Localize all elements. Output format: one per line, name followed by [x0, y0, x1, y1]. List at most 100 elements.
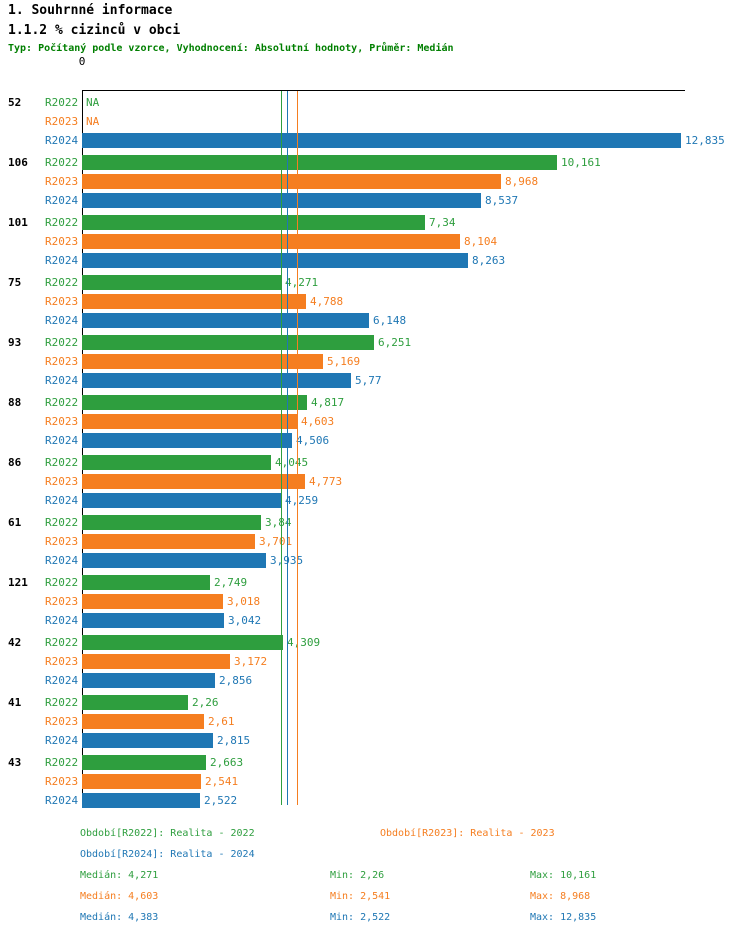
- series-row-label: R2023: [45, 775, 79, 788]
- group-label: 106: [8, 156, 28, 169]
- section-title: 1. Souhrnné informace: [8, 3, 173, 18]
- series-row-label: R2023: [45, 475, 79, 488]
- stat-min-r2022: Min: 2,26: [330, 870, 385, 881]
- group-label: 75: [8, 276, 22, 289]
- stat-median-r2024: Medián: 4,383: [80, 912, 159, 923]
- series-row-label: R2024: [45, 674, 79, 687]
- group-label: 86: [8, 456, 22, 469]
- legend-entry-r2024: Období[R2024]: Realita - 2024: [80, 849, 255, 860]
- series-row-label: R2023: [45, 655, 79, 668]
- group-label: 41: [8, 696, 22, 709]
- bar: [82, 234, 460, 249]
- series-row-label: R2023: [45, 295, 79, 308]
- series-row-label: R2022: [45, 636, 79, 649]
- bar-value-label: 2,815: [217, 734, 251, 747]
- bar-value-label: 4,817: [311, 396, 345, 409]
- bar-value-label: 3,042: [228, 614, 262, 627]
- bar-value-label: 4,309: [287, 636, 321, 649]
- bar-value-label: 8,968: [505, 175, 539, 188]
- bar: [82, 253, 468, 268]
- bar-value-label: 5,169: [327, 355, 361, 368]
- series-row-label: R2023: [45, 715, 79, 728]
- indicator-title: 1.1.2 % cizinců v obci: [8, 23, 181, 38]
- series-row-label: R2024: [45, 434, 79, 447]
- bar: [82, 275, 281, 290]
- series-row-label: R2023: [45, 355, 79, 368]
- series-row-label: R2023: [45, 535, 79, 548]
- bar-value-label: 12,835: [685, 134, 725, 147]
- bar: [82, 493, 281, 508]
- bar: [82, 395, 307, 410]
- bar-value-label: 4,773: [309, 475, 343, 488]
- bar: [82, 755, 206, 770]
- axis-origin-label: 0: [78, 55, 86, 68]
- series-row-label: R2024: [45, 254, 79, 267]
- bar: [82, 294, 306, 309]
- group-label: 88: [8, 396, 22, 409]
- series-row-label: R2022: [45, 696, 79, 709]
- series-row-label: R2024: [45, 134, 79, 147]
- stat-min-r2024: Min: 2,522: [330, 912, 391, 923]
- series-row-label: R2023: [45, 415, 79, 428]
- group-label: 52: [8, 96, 22, 109]
- legend-entry-r2022: Období[R2022]: Realita - 2022: [80, 828, 255, 839]
- group-label: 61: [8, 516, 22, 529]
- bar: [82, 414, 297, 429]
- bar-value-label: 2,749: [214, 576, 248, 589]
- group-label: 43: [8, 756, 22, 769]
- bar-value-label: 2,522: [204, 794, 238, 807]
- bar: [82, 373, 351, 388]
- bar: [82, 155, 557, 170]
- series-row-label: R2022: [45, 96, 79, 109]
- group-label: 121: [8, 576, 28, 589]
- bar-value-label: 3,172: [234, 655, 268, 668]
- bar-value-label: 3,935: [270, 554, 303, 567]
- bar: [82, 534, 255, 549]
- series-row-label: R2022: [45, 276, 79, 289]
- series-row-label: R2022: [45, 396, 79, 409]
- series-row-label: R2022: [45, 756, 79, 769]
- bar-value-label: 6,251: [378, 336, 412, 349]
- stat-median-r2023: Medián: 4,603: [80, 891, 159, 902]
- bar-value-label: 8,263: [472, 254, 506, 267]
- bar-value-label: 4,271: [285, 276, 319, 289]
- series-row-label: R2022: [45, 576, 79, 589]
- legend-entry-r2023: Období[R2023]: Realita - 2023: [380, 828, 555, 839]
- series-row-label: R2024: [45, 314, 79, 327]
- bar-value-label: 2,541: [205, 775, 239, 788]
- bar: [82, 474, 305, 489]
- group-label: 101: [8, 216, 28, 229]
- series-row-label: R2024: [45, 614, 79, 627]
- bar-value-label: 3,84: [265, 516, 292, 529]
- bar-value-label: 7,34: [429, 216, 456, 229]
- series-row-label: R2024: [45, 494, 79, 507]
- series-row-label: R2024: [45, 794, 79, 807]
- bar-value-label: 2,26: [192, 696, 219, 709]
- chart-settings-note: Typ: Počítaný podle vzorce, Vyhodnocení:…: [8, 43, 454, 54]
- bar-value-label: 10,161: [561, 156, 601, 169]
- bar: [82, 515, 261, 530]
- bar-value-label: 6,148: [373, 314, 407, 327]
- stat-max-r2023: Max: 8,968: [530, 891, 591, 902]
- series-row-label: R2022: [45, 216, 79, 229]
- series-row-label: R2022: [45, 516, 79, 529]
- series-row-label: R2023: [45, 175, 79, 188]
- group-label: 93: [8, 336, 22, 349]
- series-row-label: R2023: [45, 235, 79, 248]
- series-row-label: R2022: [45, 156, 79, 169]
- bar-value-label: 3,701: [259, 535, 293, 548]
- bar-value-label: 4,603: [301, 415, 335, 428]
- bar-value-label: 4,788: [310, 295, 344, 308]
- bar: [82, 733, 213, 748]
- series-row-label: R2023: [45, 595, 79, 608]
- bar-value-label: 5,77: [355, 374, 382, 387]
- x-axis-line: [82, 90, 685, 91]
- series-row-label: R2022: [45, 456, 79, 469]
- median-line: [281, 91, 282, 805]
- stat-max-r2024: Max: 12,835: [530, 912, 597, 923]
- stat-min-r2023: Min: 2,541: [330, 891, 391, 902]
- series-row-label: R2023: [45, 115, 79, 128]
- median-line: [297, 91, 298, 805]
